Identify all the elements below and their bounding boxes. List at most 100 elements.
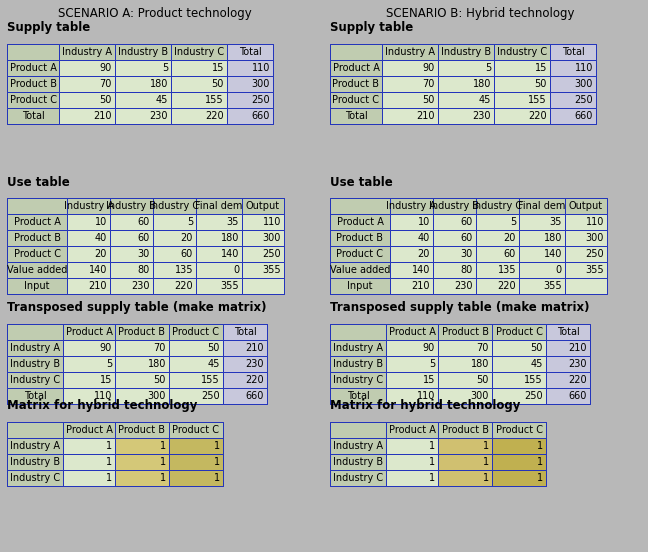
Bar — [330, 262, 390, 278]
Text: 180: 180 — [150, 79, 168, 89]
Bar — [438, 324, 492, 340]
Bar — [67, 198, 110, 214]
Bar — [7, 214, 67, 230]
Bar — [223, 356, 267, 372]
Bar — [7, 324, 267, 404]
Bar — [171, 60, 227, 76]
Text: 660: 660 — [575, 111, 593, 121]
Text: 155: 155 — [524, 375, 543, 385]
Text: 1: 1 — [537, 457, 543, 467]
Bar — [330, 108, 382, 124]
Bar — [67, 246, 110, 262]
Bar — [223, 324, 267, 340]
Text: Industry B: Industry B — [430, 201, 480, 211]
Text: 210: 210 — [89, 281, 107, 291]
Text: Industry B: Industry B — [118, 47, 168, 57]
Text: 70: 70 — [154, 343, 166, 353]
Bar — [382, 108, 438, 124]
Text: 20: 20 — [181, 233, 193, 243]
Text: Product A: Product A — [389, 327, 435, 337]
Text: Industry C: Industry C — [10, 473, 60, 483]
Bar — [242, 214, 284, 230]
Text: 15: 15 — [212, 63, 224, 73]
Bar — [115, 454, 169, 470]
Bar — [115, 60, 171, 76]
Text: Product B: Product B — [332, 79, 380, 89]
Text: Product A: Product A — [10, 63, 56, 73]
Text: 1: 1 — [537, 473, 543, 483]
Bar — [330, 230, 390, 246]
Text: 1: 1 — [537, 441, 543, 451]
Text: 90: 90 — [100, 63, 112, 73]
Text: 10: 10 — [95, 217, 107, 227]
Bar — [67, 230, 110, 246]
Text: Industry B: Industry B — [10, 359, 60, 369]
Text: 140: 140 — [89, 265, 107, 275]
Text: 220: 220 — [246, 375, 264, 385]
Text: Product B: Product B — [14, 233, 60, 243]
Text: Industry C: Industry C — [472, 201, 522, 211]
Text: Product B: Product B — [441, 327, 489, 337]
Bar — [519, 198, 565, 214]
Text: 135: 135 — [498, 265, 516, 275]
Text: 355: 355 — [262, 265, 281, 275]
Bar — [546, 372, 590, 388]
Bar — [169, 438, 223, 454]
Text: Industry B: Industry B — [441, 47, 491, 57]
Text: 5: 5 — [162, 63, 168, 73]
Text: 180: 180 — [220, 233, 239, 243]
Text: Industry B: Industry B — [10, 457, 60, 467]
Text: Transposed supply table (make matrix): Transposed supply table (make matrix) — [7, 301, 266, 315]
Bar — [7, 324, 63, 340]
Bar — [242, 278, 284, 294]
Text: Industry C: Industry C — [10, 375, 60, 385]
Bar — [63, 388, 115, 404]
Bar — [519, 246, 565, 262]
Bar — [382, 44, 438, 60]
Bar — [115, 340, 169, 356]
Bar — [7, 372, 63, 388]
Text: 1: 1 — [483, 473, 489, 483]
Text: 250: 250 — [574, 95, 593, 105]
Bar — [330, 246, 390, 262]
Text: Value added: Value added — [7, 265, 67, 275]
Bar — [115, 470, 169, 486]
Bar — [196, 214, 242, 230]
Text: 50: 50 — [477, 375, 489, 385]
Bar — [330, 76, 382, 92]
Text: 250: 250 — [585, 249, 604, 259]
Text: Total: Total — [234, 327, 257, 337]
Text: 45: 45 — [479, 95, 491, 105]
Text: 180: 180 — [148, 359, 166, 369]
Text: 180: 180 — [470, 359, 489, 369]
Bar — [7, 438, 63, 454]
Text: Product A: Product A — [332, 63, 380, 73]
Text: 20: 20 — [95, 249, 107, 259]
Bar — [433, 246, 476, 262]
Text: Output: Output — [246, 201, 280, 211]
Text: 5: 5 — [106, 359, 112, 369]
Text: 20: 20 — [417, 249, 430, 259]
Text: Use table: Use table — [7, 177, 70, 189]
Bar — [330, 324, 386, 340]
Bar — [433, 262, 476, 278]
Bar — [330, 92, 382, 108]
Bar — [438, 44, 494, 60]
Text: Total: Total — [557, 327, 579, 337]
Text: Product C: Product C — [172, 425, 220, 435]
Text: 0: 0 — [556, 265, 562, 275]
Text: 300: 300 — [586, 233, 604, 243]
Bar — [7, 108, 59, 124]
Bar — [196, 246, 242, 262]
Text: 1: 1 — [483, 441, 489, 451]
Bar — [330, 470, 386, 486]
Text: Industry C: Industry C — [333, 473, 383, 483]
Bar — [438, 388, 492, 404]
Bar — [565, 198, 607, 214]
Bar — [59, 76, 115, 92]
Text: 155: 155 — [202, 375, 220, 385]
Text: 140: 140 — [220, 249, 239, 259]
Text: Output: Output — [569, 201, 603, 211]
Text: Industry A: Industry A — [10, 441, 60, 451]
Text: 250: 250 — [262, 249, 281, 259]
